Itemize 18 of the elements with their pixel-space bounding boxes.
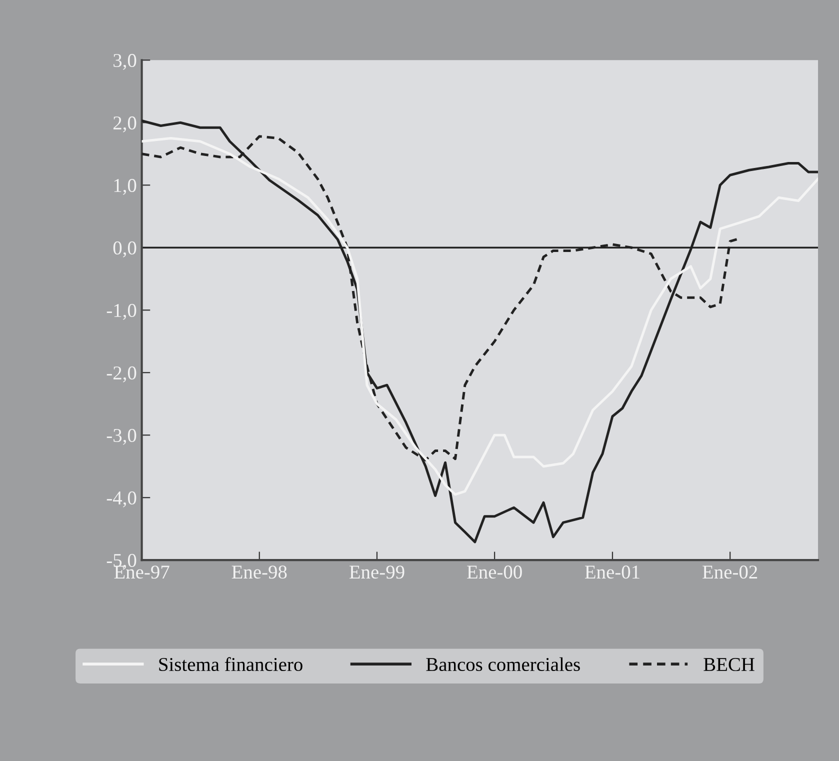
y-tick-label: -2,0	[106, 366, 136, 382]
x-tick-label: Ene-98	[232, 566, 287, 579]
x-tick-label: Ene-02	[702, 566, 758, 579]
y-tick-label: -3,0	[106, 428, 136, 445]
y-tick-label: 0,0	[113, 241, 136, 258]
legend-label: Sistema financiero	[159, 657, 302, 672]
y-tick-label: 2,0	[113, 116, 136, 132]
y-tick-label: -1,0	[106, 304, 136, 320]
y-tick-label: -4,0	[106, 491, 136, 508]
legend-label: BECH	[704, 658, 754, 672]
line-series	[142, 119, 818, 544]
x-tick-label: Ene-01	[584, 566, 640, 579]
line-series	[142, 136, 818, 496]
legend-label: Bancos comerciales	[426, 657, 580, 672]
x-tick-label: Ene-99	[349, 566, 404, 579]
y-tick-label: 3,0	[114, 54, 136, 70]
x-tick-label: Ene-00	[467, 566, 522, 579]
y-tick-label: 1,0	[114, 178, 136, 195]
